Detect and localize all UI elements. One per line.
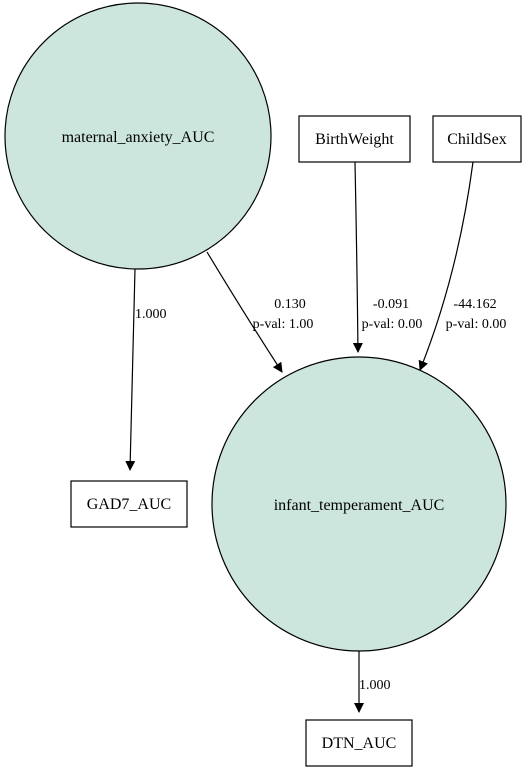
- observed-box: [432, 115, 522, 163]
- observed-box: [298, 115, 411, 163]
- edge-line: [418, 161, 474, 371]
- node-label: DTN_AUC: [322, 735, 397, 752]
- observed-box: [305, 719, 413, 767]
- edge-childsex-to-infant: -44.162 p-val: 0.00: [418, 161, 507, 371]
- node-label: BirthWeight: [315, 131, 394, 148]
- node-birthweight: BirthWeight: [298, 115, 411, 163]
- edge-maternal-to-infant: 0.130 p-val: 1.00: [206, 251, 314, 373]
- node-dtn: DTN_AUC: [305, 719, 413, 767]
- edge-maternal-to-gad7: 1.000: [125, 268, 167, 471]
- node-label: GAD7_AUC: [87, 496, 171, 513]
- edge-estimate-label: -44.162: [453, 297, 496, 312]
- edge-estimate-label: 0.130: [274, 297, 306, 312]
- edge-estimate-label: -0.091: [373, 297, 409, 312]
- node-gad7: GAD7_AUC: [70, 480, 188, 528]
- latent-circle: [4, 2, 272, 270]
- edge-pval-label: p-val: 0.00: [446, 317, 507, 332]
- edge-line: [206, 251, 283, 373]
- node-maternal-anxiety: maternal_anxiety_AUC: [4, 2, 272, 270]
- edge-birthweight-to-infant: -0.091 p-val: 0.00: [352, 161, 423, 353]
- latent-circle: [211, 356, 507, 652]
- edge-line: [125, 268, 136, 471]
- edge-pval-label: p-val: 0.00: [362, 317, 423, 332]
- edge-estimate-label: 1.000: [135, 307, 167, 322]
- edge-pval-label: p-val: 1.00: [253, 317, 314, 332]
- node-infant-temperament: infant_temperament_AUC: [211, 356, 507, 652]
- edge-infant-to-dtn: 1.000: [354, 651, 391, 713]
- edge-estimate-label: 1.000: [359, 678, 391, 693]
- node-label: maternal_anxiety_AUC: [62, 129, 215, 146]
- observed-box: [70, 480, 188, 528]
- node-label: ChildSex: [447, 131, 507, 148]
- node-childsex: ChildSex: [432, 115, 522, 163]
- edge-line: [352, 161, 363, 353]
- node-label: infant_temperament_AUC: [274, 497, 445, 514]
